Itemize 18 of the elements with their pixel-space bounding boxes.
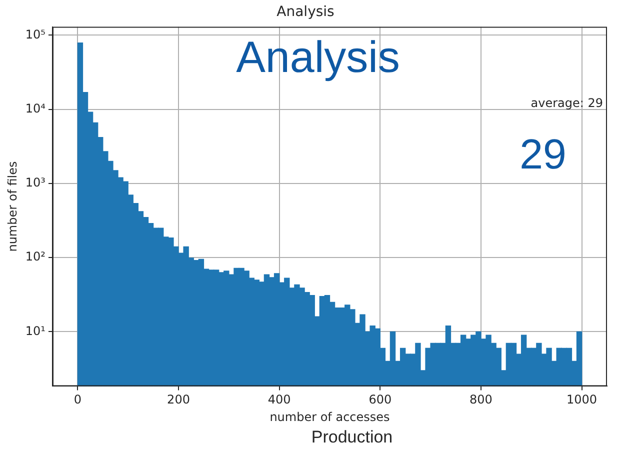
annotation: average: 29 [530,96,603,110]
x-tick-label: 0 [74,392,82,407]
annotation: Analysis [236,33,400,82]
x-tick-label: 1000 [566,392,598,407]
x-tick-label: 600 [368,392,392,407]
y-tick-label: 10⁴ [25,101,46,116]
y-tick-label: 10² [25,250,46,264]
x-tick-label: 200 [167,392,190,407]
x-tick-label: 400 [268,392,291,407]
y-axis-title: number of files [5,161,20,252]
annotation: 29 [520,130,566,178]
x-axis-title: number of accesses [270,410,390,424]
y-tick-label: 10¹ [25,324,46,338]
chart-title: Analysis [276,4,334,20]
x-tick-label: 800 [470,392,492,407]
text: Production [311,428,393,447]
y-tick-label: 10⁵ [25,27,46,42]
y-tick-label: 10³ [25,176,46,190]
